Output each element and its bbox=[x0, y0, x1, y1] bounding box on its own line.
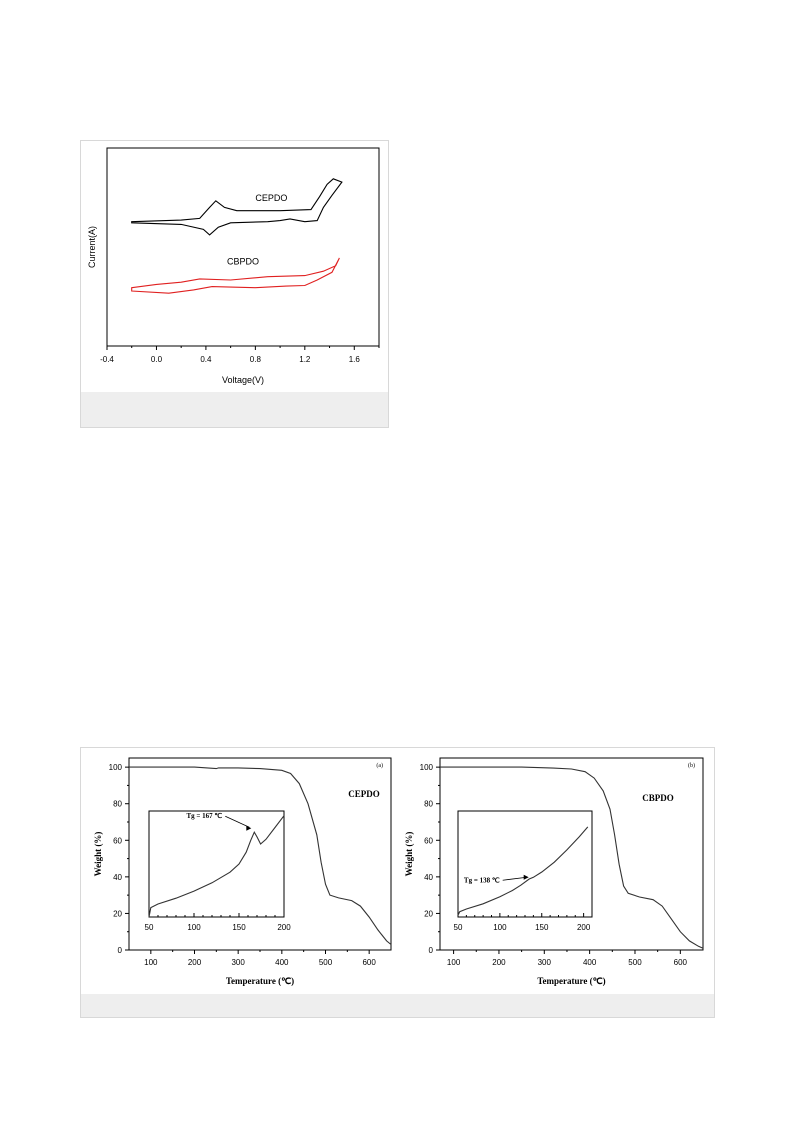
tga-series-label: CEPDO bbox=[348, 789, 380, 799]
tga-panel-label: (a) bbox=[376, 762, 383, 769]
tga-x-tick-label: 200 bbox=[188, 958, 202, 967]
tga-x-tick-label: 100 bbox=[447, 958, 461, 967]
cv-series-cepdo bbox=[131, 178, 343, 236]
tga-inset-x-tick-label: 50 bbox=[454, 923, 463, 932]
tga-x-tick-label: 600 bbox=[674, 958, 688, 967]
tga-x-axis-label: Temperature (℃) bbox=[537, 976, 605, 986]
tga-inset-x-tick-label: 200 bbox=[277, 923, 291, 932]
tga-inset-frame bbox=[457, 810, 593, 918]
tga-inset-x-tick-label: 50 bbox=[145, 923, 154, 932]
tga-y-axis-label: Weight (%) bbox=[93, 832, 103, 877]
tga-inset-x-tick-label: 150 bbox=[535, 923, 549, 932]
tga-y-tick-label: 60 bbox=[424, 836, 433, 845]
tga-y-tick-label: 40 bbox=[113, 873, 122, 882]
tga-x-tick-label: 500 bbox=[628, 958, 642, 967]
tga-inset-curve bbox=[457, 826, 589, 916]
tga-y-tick-label: 100 bbox=[109, 763, 123, 772]
tga-x-axis-label: Temperature (℃) bbox=[226, 976, 294, 986]
cv-x-tick-label: 0.8 bbox=[250, 355, 262, 364]
tga-y-tick-label: 0 bbox=[118, 946, 123, 955]
tga-inset-x-tick-label: 150 bbox=[232, 923, 246, 932]
tga-x-tick-label: 400 bbox=[583, 958, 597, 967]
tga-plot-frame bbox=[439, 757, 704, 951]
tga-series-label: CBPDO bbox=[642, 793, 674, 803]
tga-y-tick-label: 80 bbox=[424, 800, 433, 809]
cv-plot-frame bbox=[106, 147, 380, 347]
tga-x-tick-label: 300 bbox=[231, 958, 245, 967]
tga-series-cbpdo bbox=[440, 766, 704, 949]
cv-x-axis-label: Voltage(V) bbox=[222, 375, 264, 385]
figure-1-caption-strip bbox=[81, 392, 388, 427]
tga-series-cepdo bbox=[129, 766, 392, 945]
cv-series-label: CBPDO bbox=[227, 257, 259, 267]
tga-x-tick-label: 200 bbox=[492, 958, 506, 967]
cv-x-tick-label: 1.6 bbox=[349, 355, 361, 364]
tga-inset-frame bbox=[148, 810, 285, 918]
tga-tg-arrow-line bbox=[225, 815, 250, 828]
tga-y-tick-label: 80 bbox=[113, 800, 122, 809]
cv-x-tick-label: 0.0 bbox=[151, 355, 163, 364]
tga-y-axis-label: Weight (%) bbox=[404, 832, 414, 877]
tga-x-tick-label: 400 bbox=[275, 958, 289, 967]
cv-series-label: CEPDO bbox=[255, 193, 287, 203]
tga-inset-x-tick-label: 100 bbox=[493, 923, 507, 932]
cv-x-tick-label: -0.4 bbox=[100, 355, 114, 364]
figure-2-caption-strip bbox=[81, 994, 714, 1017]
tga-x-tick-label: 500 bbox=[319, 958, 333, 967]
tga-y-tick-label: 20 bbox=[424, 909, 433, 918]
tga-x-tick-label: 600 bbox=[362, 958, 376, 967]
tga-tg-arrowhead bbox=[246, 825, 252, 831]
tga-inset-curve bbox=[148, 815, 285, 918]
tga-y-tick-label: 40 bbox=[424, 873, 433, 882]
tga-tg-arrow-line bbox=[502, 876, 527, 881]
tga-panel-label: (b) bbox=[688, 762, 695, 769]
cv-x-tick-label: 1.2 bbox=[299, 355, 311, 364]
tga-tg-annotation: Tg = 167 ℃ bbox=[187, 812, 223, 820]
cv-series-cbpdo bbox=[131, 257, 340, 294]
tga-y-tick-label: 20 bbox=[113, 909, 122, 918]
tga-y-tick-label: 100 bbox=[420, 763, 434, 772]
tga-y-tick-label: 0 bbox=[429, 946, 434, 955]
tga-y-tick-label: 60 bbox=[113, 836, 122, 845]
tga-tg-arrowhead bbox=[523, 874, 529, 880]
tga-x-tick-label: 100 bbox=[144, 958, 158, 967]
tga-inset-x-tick-label: 100 bbox=[187, 923, 201, 932]
cv-y-axis-label: Current(A) bbox=[87, 226, 97, 268]
tga-tg-annotation: Tg = 138 ℃ bbox=[464, 876, 500, 884]
cv-x-tick-label: 0.4 bbox=[200, 355, 212, 364]
tga-x-tick-label: 300 bbox=[538, 958, 552, 967]
tga-inset-x-tick-label: 200 bbox=[577, 923, 591, 932]
